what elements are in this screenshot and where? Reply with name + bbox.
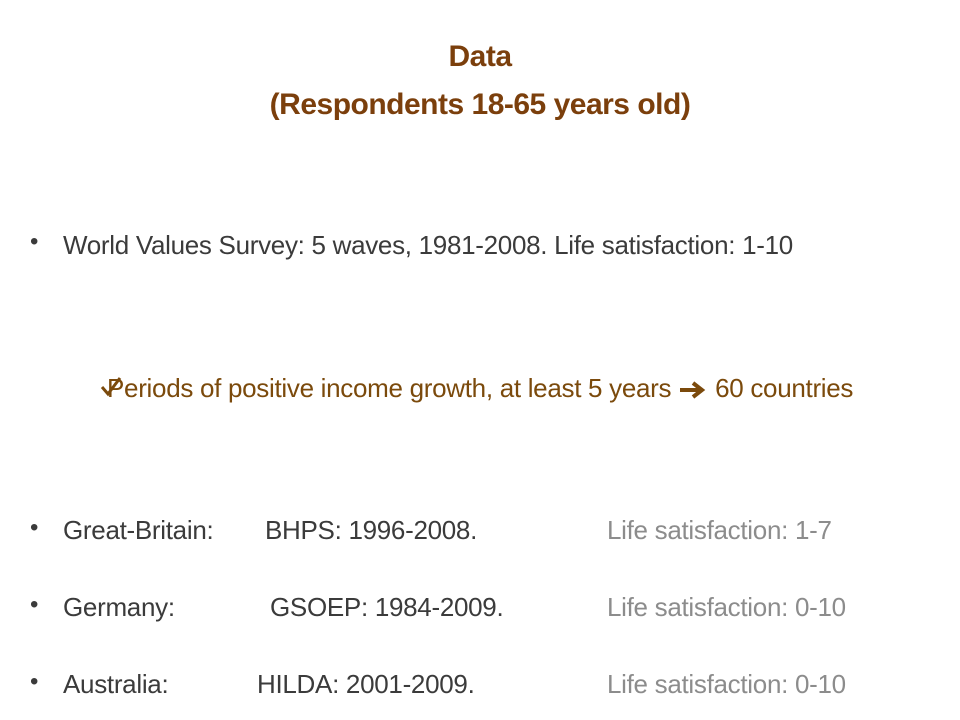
sub-bullet-text: Periods of positive income growth, at le… — [107, 373, 672, 403]
country: Australia: — [63, 669, 169, 699]
country: Great-Britain: — [63, 515, 214, 545]
source: BHPS: 1996-2008. — [265, 515, 478, 545]
source: HILDA: 2001-2009. — [257, 669, 475, 699]
sub-bullet: Periods of positive income growth, at le… — [107, 355, 897, 422]
source: GSOEP: 1984-2009. — [270, 592, 504, 622]
scale: Life satisfaction: 0-10 — [607, 592, 846, 622]
bullet-text: World Values Survey: 5 waves, 1981-2008.… — [63, 230, 793, 260]
bullet: • — [30, 591, 39, 618]
check-mark — [100, 377, 122, 397]
title: Data — [448, 40, 512, 73]
subtitle: (Respondents 18-65 years old) — [269, 88, 691, 121]
check-icon — [100, 355, 140, 422]
scale: Life satisfaction: 1-7 — [607, 515, 832, 545]
bullet: • — [30, 668, 39, 695]
bullet: • — [30, 228, 39, 255]
country: Germany: — [63, 592, 175, 622]
arrow-icon — [680, 381, 706, 399]
sub-bullet-result: 60 countries — [715, 373, 854, 403]
scale: Life satisfaction: 0-10 — [607, 669, 846, 699]
bullet: • — [30, 514, 39, 541]
